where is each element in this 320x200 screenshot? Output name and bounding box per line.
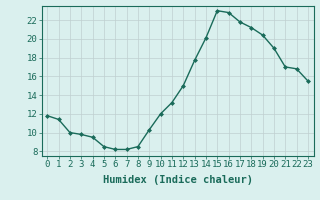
X-axis label: Humidex (Indice chaleur): Humidex (Indice chaleur)	[103, 175, 252, 185]
